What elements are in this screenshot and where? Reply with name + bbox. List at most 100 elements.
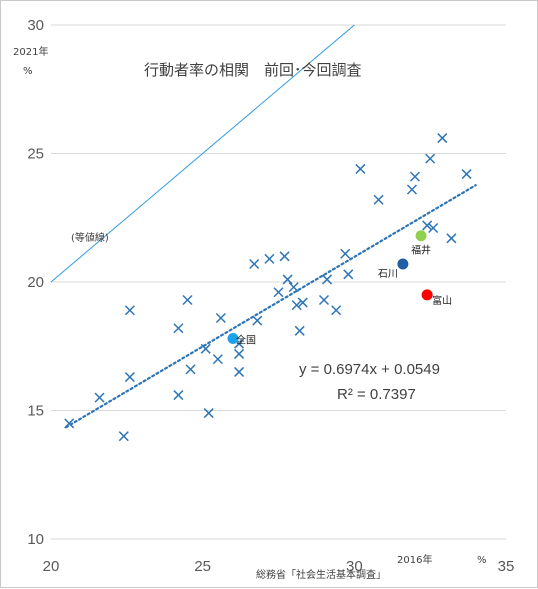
data-point-stroke-b [437, 133, 448, 144]
data-point [200, 343, 211, 354]
highlight-point-富山 [421, 289, 433, 301]
data-point [282, 274, 293, 285]
data-point-stroke-b [355, 163, 366, 174]
data-point-stroke-b [234, 348, 245, 359]
data-point [173, 323, 184, 334]
data-point-stroke-b [200, 343, 211, 354]
source-note: 総務省「社会生活基本調査」 [256, 568, 386, 581]
data-point [437, 133, 448, 144]
data-point-stroke-b [422, 220, 433, 231]
data-point [294, 325, 305, 336]
data-point [234, 366, 245, 377]
data-point [428, 222, 439, 234]
data-point [212, 354, 223, 365]
data-point-stroke-b [203, 408, 214, 419]
x-tick-label-20: 20 [43, 558, 60, 575]
data-point [215, 312, 226, 324]
data-point [203, 408, 214, 419]
data-point-stroke-b [294, 325, 305, 336]
y-tick-label-25: 25 [27, 146, 44, 163]
data-point [446, 233, 457, 244]
data-point-stroke-b [273, 287, 284, 298]
data-point-stroke-b [340, 248, 351, 259]
data-point-stroke-b [118, 431, 129, 442]
data-point [173, 390, 184, 401]
data-point [409, 171, 421, 182]
data-point-stroke-b [124, 372, 135, 383]
data-point [343, 269, 354, 280]
data-point [252, 315, 263, 326]
trendline-group [65, 184, 477, 429]
data-point-stroke-b [461, 169, 472, 180]
y-tick-label-20: 20 [27, 274, 44, 291]
data-point-stroke-b [215, 312, 226, 324]
chart-title: 行動者率の相関 前回･今回調査 [144, 61, 362, 79]
data-point-stroke-b [94, 392, 105, 403]
data-point-stroke-b [318, 294, 330, 306]
data-point-stroke-b [446, 233, 457, 244]
grid-lines [51, 24, 506, 540]
data-point [264, 253, 275, 264]
data-point-stroke-b [428, 222, 439, 234]
highlight-point-全国 [227, 333, 239, 345]
y-tick-label-30: 30 [27, 17, 44, 34]
data-point-stroke-b [282, 274, 293, 285]
data-point [331, 305, 342, 316]
data-point [318, 294, 330, 306]
data-point [291, 300, 302, 311]
equal-line-label: (等値線) [71, 231, 109, 244]
tick-labels: 10 15 20 25 30 20 25 30 35 [27, 17, 514, 575]
data-point [355, 163, 366, 174]
data-point-stroke-b [185, 364, 196, 375]
data-point [273, 287, 284, 298]
data-point [340, 248, 351, 259]
data-point-stroke-b [173, 390, 184, 401]
data-point [249, 258, 260, 270]
data-point-stroke-b [173, 323, 184, 334]
y-tick-label-10: 10 [27, 531, 44, 548]
data-point-stroke-b [264, 253, 275, 264]
y-axis-unit: % [23, 66, 33, 77]
trendline [65, 184, 477, 429]
highlight-point-福井 [415, 230, 427, 242]
data-point [94, 392, 105, 403]
data-point-stroke-b [297, 297, 308, 308]
data-point-stroke-b [182, 294, 193, 306]
data-point [406, 184, 417, 195]
data-point-stroke-b [343, 269, 354, 280]
y-axis-label: 2021年 [13, 45, 48, 58]
data-point [185, 364, 196, 375]
highlight-label-全国: 全国 [236, 334, 256, 347]
data-point-stroke-b [406, 184, 417, 195]
highlight-label-石川: 石川 [378, 269, 398, 280]
trendline-r-squared: R² = 0.7397 [337, 386, 416, 403]
data-point [279, 251, 290, 262]
data-point-stroke-b [288, 282, 299, 293]
equal-line-group [50, 24, 355, 283]
x-tick-label-30: 30 [346, 558, 363, 575]
highlight-point-石川 [397, 258, 409, 270]
data-point [124, 372, 135, 383]
data-point-stroke-b [331, 305, 342, 316]
data-point-stroke-b [249, 258, 260, 270]
data-point [322, 274, 333, 285]
data-point [461, 169, 472, 180]
x-axis-unit: % [477, 555, 487, 566]
data-points [64, 133, 472, 442]
data-point [234, 348, 245, 359]
data-point-stroke-b [425, 153, 436, 164]
data-point [118, 431, 129, 442]
data-point-stroke-b [64, 418, 75, 429]
data-point [425, 153, 436, 164]
data-point-stroke-b [252, 315, 263, 326]
data-point [182, 294, 193, 306]
x-tick-label-35: 35 [498, 558, 515, 575]
data-point [373, 194, 384, 205]
data-point-stroke-b [124, 305, 135, 316]
data-point-stroke-b [234, 338, 245, 349]
y-tick-label-15: 15 [27, 403, 44, 420]
x-tick-label-25: 25 [194, 558, 211, 575]
data-point-stroke-b [279, 251, 290, 262]
